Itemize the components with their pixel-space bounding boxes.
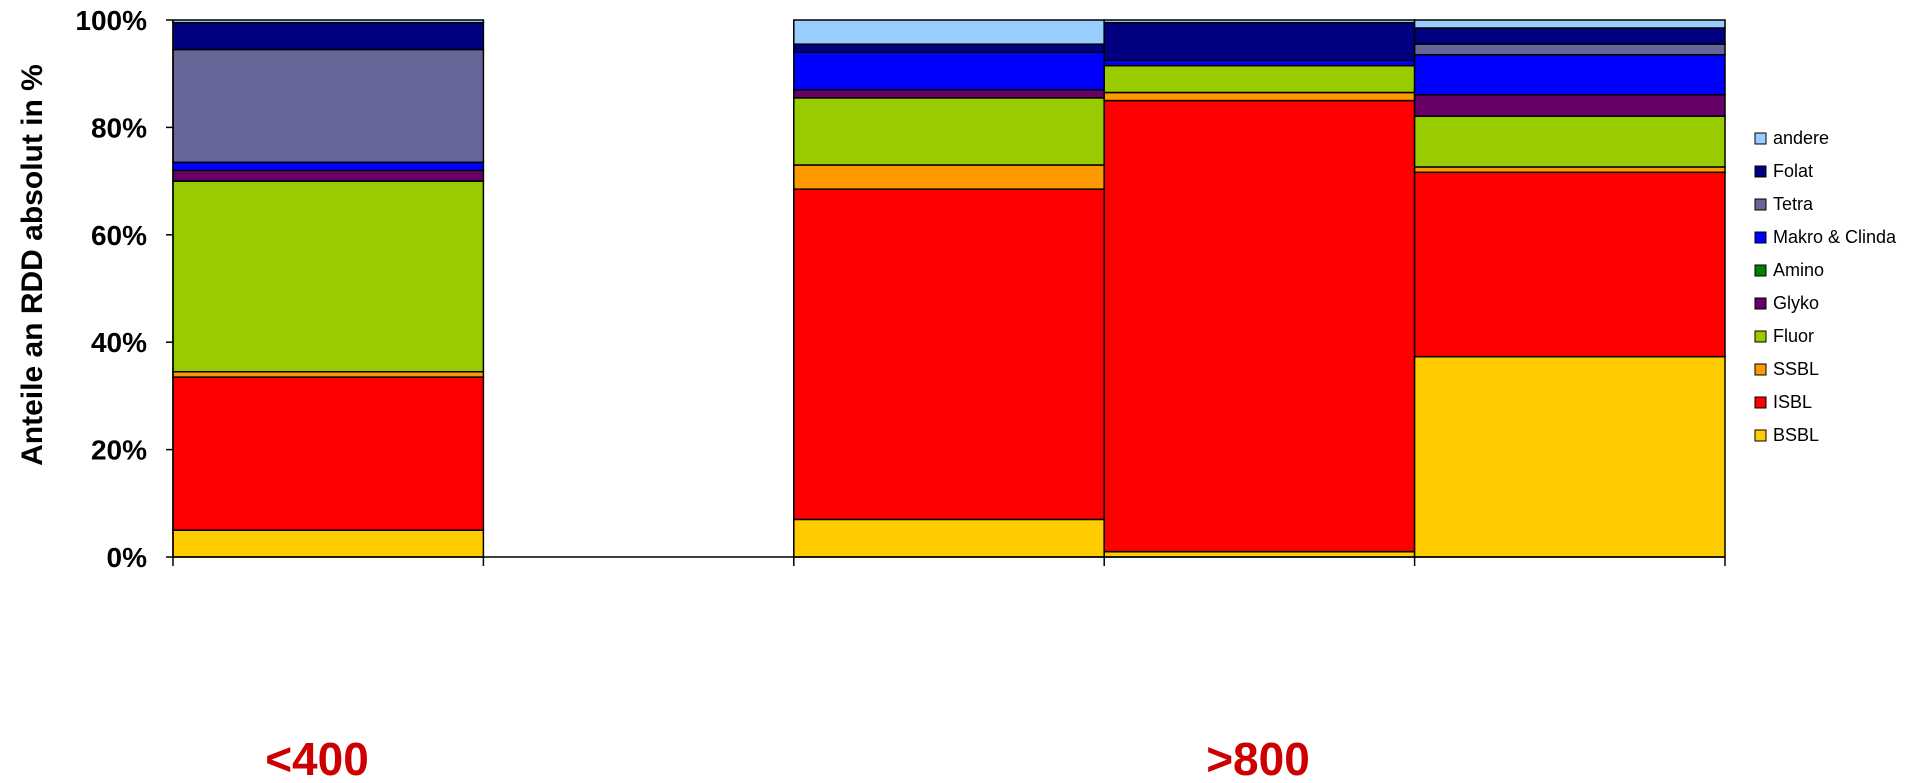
bar-segment-makro-clinda-3 — [1103, 59, 1416, 67]
bar-segment-isbl-3 — [1103, 99, 1416, 553]
group-labels: <400 >800 — [265, 733, 1310, 783]
legend-label-tetra: Tetra — [1773, 194, 1814, 214]
legend-swatch-glyko — [1754, 297, 1767, 310]
bar-segment-bsbl-2 — [793, 518, 1105, 558]
y-axis-title: Anteile an RDD absolut in % — [16, 64, 49, 466]
legend-label-amino: Amino — [1773, 260, 1824, 280]
group-label-0: <400 — [265, 733, 369, 783]
bar-segment-ssbl-4 — [1413, 166, 1726, 174]
y-tick-label: 40% — [91, 327, 147, 358]
y-tick-label: 100% — [75, 5, 147, 36]
bar-segment-folat-3 — [1103, 21, 1416, 62]
legend-label-andere: andere — [1773, 128, 1829, 148]
legend-label-fluor: Fluor — [1773, 326, 1814, 346]
legend-swatch-bsbl — [1754, 429, 1767, 442]
bar-segment-fluor-4 — [1413, 115, 1726, 168]
bar-segment-folat-4 — [1413, 27, 1726, 45]
bar-segment-makro-clinda-4 — [1413, 53, 1726, 96]
legend-swatch-amino — [1754, 264, 1767, 277]
bar-segment-bsbl-4 — [1413, 355, 1726, 558]
legend-label-folat: Folat — [1773, 161, 1813, 181]
bar-segment-glyko-4 — [1413, 94, 1726, 117]
legend-label-bsbl: BSBL — [1773, 425, 1819, 445]
y-tick-label: 60% — [91, 220, 147, 251]
bar-segment-isbl-2 — [793, 188, 1105, 521]
bar-segment-tetra-4 — [1413, 43, 1726, 56]
bar-segment-isbl-4 — [1413, 171, 1726, 358]
bar-segment-makro-clinda-2 — [793, 51, 1105, 91]
legend-swatch-andere — [1754, 132, 1767, 145]
legend-label-glyko: Glyko — [1773, 293, 1819, 313]
legend-label-makro-clinda: Makro & Clinda — [1773, 227, 1897, 247]
y-tick-label: 20% — [91, 435, 147, 466]
y-tick-labels: 0% 20% 40% 60% 80% 100% — [75, 5, 147, 573]
bar-segment-folat-0 — [172, 21, 485, 51]
bar-segment-ssbl-3 — [1103, 91, 1416, 102]
bar-segment-andere-0 — [172, 19, 485, 24]
bar-segment-folat-2 — [793, 43, 1105, 53]
legend-swatch-folat — [1754, 165, 1767, 178]
axes-layer — [166, 19, 1726, 566]
y-tick-label: 80% — [91, 112, 147, 143]
bar-segment-makro-clinda-0 — [172, 161, 485, 172]
bar-segment-tetra-0 — [172, 48, 485, 164]
bar-segment-fluor-3 — [1103, 64, 1416, 94]
bar-segment-glyko-2 — [793, 89, 1105, 99]
legend-swatch-ssbl — [1754, 363, 1767, 376]
legend-swatch-isbl — [1754, 396, 1767, 409]
legend-swatch-makro-clinda — [1754, 231, 1767, 244]
bar-segment-isbl-0 — [172, 376, 485, 531]
bar-segment-ssbl-0 — [172, 370, 485, 378]
legend: andere Folat Tetra Makro & Clinda Amino Glyko… — [1754, 128, 1897, 445]
bar-segment-fluor-2 — [793, 97, 1105, 166]
legend-swatch-fluor — [1754, 330, 1767, 343]
bar-segment-bsbl-0 — [172, 529, 485, 558]
bar-segment-andere-3 — [1103, 19, 1416, 24]
y-tick-label: 0% — [107, 542, 148, 573]
bar-segment-andere-4 — [1413, 19, 1726, 29]
bar-segment-fluor-0 — [172, 180, 485, 373]
group-label-1: >800 — [1206, 733, 1310, 783]
legend-label-isbl: ISBL — [1773, 392, 1812, 412]
bar-segment-andere-2 — [793, 19, 1105, 45]
legend-label-ssbl: SSBL — [1773, 359, 1819, 379]
bar-segment-glyko-0 — [172, 169, 485, 182]
bar-segment-ssbl-2 — [793, 164, 1105, 190]
bars-layer — [172, 19, 1726, 558]
legend-swatch-tetra — [1754, 198, 1767, 211]
bar-segment-bsbl-3 — [1103, 550, 1416, 558]
